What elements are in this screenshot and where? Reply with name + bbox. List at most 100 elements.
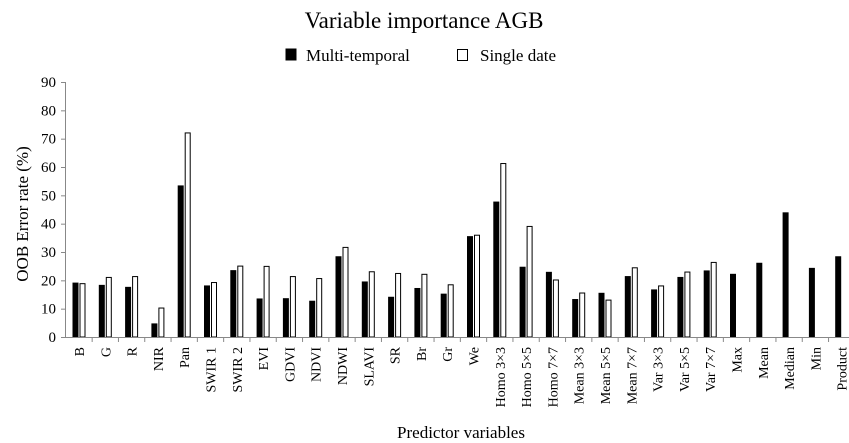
bar-multi-temporal	[598, 292, 605, 338]
bar-single-date	[658, 285, 665, 338]
bar-multi-temporal	[493, 201, 500, 338]
x-tick-label: Mean 5×5	[599, 347, 614, 404]
bar-single-date	[447, 284, 454, 338]
bar-multi-temporal	[545, 271, 552, 338]
y-tick-label: 60	[41, 160, 56, 176]
bar-multi-temporal	[651, 289, 658, 338]
y-tick-label: 70	[41, 132, 56, 148]
bar-single-date	[289, 276, 296, 338]
x-tick-label: We	[468, 347, 483, 365]
x-tick-label: B	[73, 347, 88, 356]
bar-single-date	[342, 246, 349, 338]
x-axis: B G R NIR Pan SWIR 1 SWIR 2 EVI GDVI NDVI NDWI SLAV…	[73, 337, 849, 407]
x-tick-label: Br	[415, 347, 430, 361]
bar-multi-temporal	[282, 298, 289, 338]
x-tick-label: Pan	[178, 347, 193, 368]
bar-multi-temporal	[309, 300, 316, 338]
bar-single-date	[158, 307, 165, 338]
bar-single-date	[368, 271, 375, 338]
y-tick-label: 20	[41, 273, 56, 289]
legend-label-single-date: Single date	[480, 46, 556, 65]
x-tick-label: SWIR 1	[205, 347, 220, 393]
legend-swatch-single-date	[457, 49, 468, 61]
y-tick-label: 30	[41, 245, 56, 261]
x-tick-label: Mean 3×3	[573, 347, 588, 404]
bars	[72, 132, 842, 338]
x-tick-label: Product	[836, 347, 849, 391]
x-tick-label: NIR	[152, 346, 167, 371]
y-tick-label: 40	[41, 217, 56, 233]
bar-multi-temporal	[230, 270, 237, 338]
bar-multi-temporal	[835, 256, 842, 338]
y-tick-label: 10	[41, 302, 56, 318]
chart-title: Variable importance AGB	[305, 8, 544, 33]
bar-single-date	[552, 279, 559, 338]
bar-multi-temporal	[98, 284, 105, 338]
bar-single-date	[710, 261, 717, 338]
bar-single-date	[500, 163, 507, 338]
bar-single-date	[132, 276, 139, 338]
x-tick-label: Mean	[757, 347, 772, 379]
x-tick-label: NDWI	[336, 347, 351, 385]
bar-multi-temporal	[467, 236, 473, 338]
bar-single-date	[184, 132, 191, 338]
bar-single-date	[579, 292, 586, 338]
bar-multi-temporal	[125, 286, 132, 338]
x-tick-label: Homo 7×7	[546, 347, 561, 407]
bar-multi-temporal	[335, 256, 342, 338]
bar-multi-temporal	[624, 276, 631, 338]
bar-multi-temporal	[782, 212, 789, 338]
y-axis-label: OOB Error rate (%)	[13, 146, 32, 281]
bar-multi-temporal	[677, 276, 684, 338]
bar-single-date	[526, 225, 533, 338]
bar-multi-temporal	[177, 185, 184, 338]
bar-multi-temporal	[204, 285, 210, 338]
bar-single-date	[474, 234, 480, 338]
bar-single-date	[395, 272, 402, 338]
x-tick-label: Var 3×3	[652, 347, 667, 392]
x-tick-label: Min	[809, 347, 824, 370]
bar-multi-temporal	[414, 287, 421, 338]
bar-single-date	[105, 276, 112, 338]
bar-multi-temporal	[572, 299, 579, 338]
x-tick-label: SLAVI	[362, 347, 377, 387]
x-tick-label: SR	[389, 346, 404, 364]
bar-single-date	[684, 271, 691, 338]
bar-multi-temporal	[72, 282, 79, 338]
bar-single-date	[631, 267, 638, 338]
bar-single-date	[79, 283, 86, 338]
bar-single-date	[421, 273, 428, 338]
y-tick-label: 0	[49, 330, 57, 346]
bar-multi-temporal	[756, 262, 763, 338]
x-tick-label: Homo 3×3	[494, 347, 509, 407]
bar-single-date	[263, 265, 270, 338]
legend: Multi-temporal Single date	[285, 46, 556, 65]
bar-single-date	[316, 278, 323, 338]
y-tick-label: 90	[41, 75, 56, 91]
x-tick-label: Var 5×5	[678, 347, 693, 392]
bar-single-date	[237, 265, 244, 338]
y-tick-label: 50	[41, 188, 56, 204]
bar-single-date	[211, 282, 217, 338]
bar-multi-temporal	[151, 323, 158, 338]
y-axis: 0 10 20 30 40 50 60 70 80 90	[41, 75, 66, 346]
x-tick-label: Gr	[441, 347, 456, 362]
x-tick-label: Max	[731, 347, 746, 373]
y-tick-label: 80	[41, 103, 56, 119]
x-tick-label: Var 7×7	[704, 347, 719, 392]
bar-multi-temporal	[730, 273, 736, 338]
bar-multi-temporal	[256, 298, 263, 338]
x-axis-label: Predictor variables	[397, 423, 525, 442]
x-tick-label: NDVI	[310, 347, 325, 382]
legend-swatch-multi-temporal	[285, 48, 297, 61]
x-tick-label: SWIR 2	[231, 347, 246, 393]
x-tick-label: Homo 5×5	[520, 347, 535, 407]
x-tick-label: R	[126, 346, 141, 356]
x-tick-label: G	[99, 347, 114, 357]
bar-multi-temporal	[808, 267, 815, 338]
bar-multi-temporal	[440, 293, 447, 338]
bar-multi-temporal	[361, 281, 368, 338]
legend-label-multi-temporal: Multi-temporal	[306, 46, 410, 65]
bar-single-date	[605, 299, 612, 338]
